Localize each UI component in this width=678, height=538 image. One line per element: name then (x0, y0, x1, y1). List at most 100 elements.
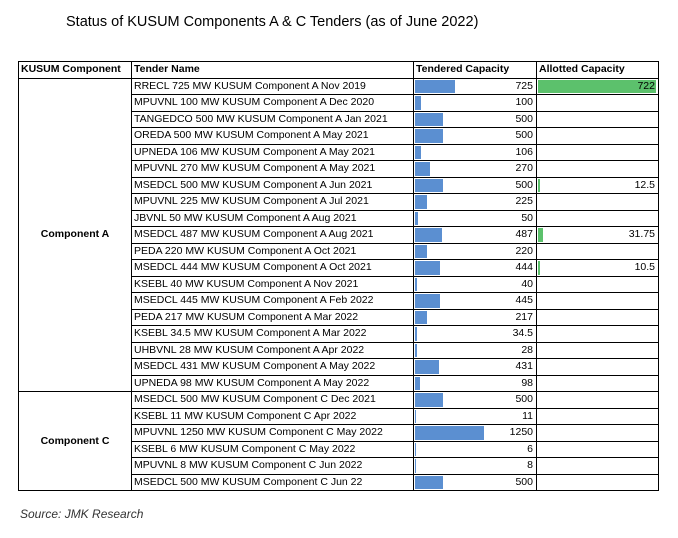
header-tendered-capacity: Tendered Capacity (413, 61, 537, 79)
allotted-value: 10.5 (634, 261, 655, 274)
table-row: PEDA 220 MW KUSUM Component A Oct 2021 22… (19, 242, 659, 260)
component-cell: Component C (18, 391, 132, 491)
table-row: MSEDCL 500 MW KUSUM Component C Jun 22 50… (19, 473, 659, 491)
tendered-capacity-cell: 28 (413, 341, 537, 359)
allotted-capacity-cell (536, 127, 659, 145)
allotted-capacity-cell (536, 110, 659, 128)
allotted-capacity-cell (536, 209, 659, 227)
tendered-bar (415, 475, 443, 489)
table-row: OREDA 500 MW KUSUM Component A May 2021 5… (19, 127, 659, 145)
tendered-value: 8 (527, 459, 533, 472)
allotted-capacity-cell (536, 308, 659, 326)
table-row: MSEDCL 500 MW KUSUM Component A Jun 2021… (19, 176, 659, 194)
tendered-capacity-cell: 11 (413, 407, 537, 425)
tendered-capacity-cell: 40 (413, 275, 537, 293)
component-cell: Component A (18, 77, 132, 392)
tender-name-cell: MPUVNL 8 MW KUSUM Component C Jun 2022 (131, 457, 414, 475)
tendered-value: 50 (521, 211, 533, 224)
tender-name-cell: JBVNL 50 MW KUSUM Component A Aug 2021 (131, 209, 414, 227)
tendered-bar (415, 162, 430, 176)
allotted-capacity-cell (536, 94, 659, 112)
tender-name-cell: RRECL 725 MW KUSUM Component A Nov 2019 (131, 77, 414, 95)
table-row: MPUVNL 270 MW KUSUM Component A May 2021… (19, 160, 659, 178)
table-row: MPUVNL 1250 MW KUSUM Component C May 202… (19, 424, 659, 442)
tender-name-cell: KSEBL 40 MW KUSUM Component A Nov 2021 (131, 275, 414, 293)
tendered-capacity-cell: 445 (413, 292, 537, 310)
tendered-capacity-cell: 100 (413, 94, 537, 112)
table-row: UHBVNL 28 MW KUSUM Component A Apr 2022 2… (19, 341, 659, 359)
tendered-bar (415, 195, 427, 209)
tendered-value: 487 (515, 228, 533, 241)
tendered-value: 725 (515, 79, 533, 92)
allotted-capacity-cell (536, 440, 659, 458)
tendered-value: 445 (515, 294, 533, 307)
tendered-bar (415, 310, 427, 324)
table-row: UPNEDA 98 MW KUSUM Component A May 2022 9… (19, 374, 659, 392)
tendered-value: 6 (527, 442, 533, 455)
allotted-capacity-cell (536, 473, 659, 491)
allotted-bar (538, 228, 543, 242)
allotted-capacity-cell (536, 374, 659, 392)
table-row: JBVNL 50 MW KUSUM Component A Aug 2021 50 (19, 209, 659, 227)
tendered-bar (415, 327, 417, 341)
tendered-capacity-cell: 98 (413, 374, 537, 392)
tender-name-cell: MSEDCL 500 MW KUSUM Component A Jun 2021 (131, 176, 414, 194)
tendered-bar (415, 145, 421, 159)
tendered-value: 40 (521, 277, 533, 290)
tender-name-cell: MSEDCL 445 MW KUSUM Component A Feb 2022 (131, 292, 414, 310)
allotted-capacity-cell: 12.5 (536, 176, 659, 194)
allotted-capacity-cell (536, 242, 659, 260)
tendered-capacity-cell: 487 (413, 226, 537, 244)
tendered-value: 1250 (509, 426, 533, 439)
tendered-bar (415, 343, 417, 357)
tendered-value: 100 (515, 96, 533, 109)
tender-name-cell: MPUVNL 1250 MW KUSUM Component C May 202… (131, 424, 414, 442)
tender-name-cell: MPUVNL 270 MW KUSUM Component A May 2021 (131, 160, 414, 178)
allotted-capacity-cell (536, 341, 659, 359)
table-row: Component C MSEDCL 500 MW KUSUM Component… (18, 391, 659, 491)
table-row: KSEBL 40 MW KUSUM Component A Nov 2021 40 (19, 275, 659, 293)
tendered-value: 444 (515, 261, 533, 274)
allotted-capacity-cell (536, 325, 659, 343)
table-body: Component A RRECL 725 MW KUSUM Component … (18, 77, 659, 491)
table-row: MSEDCL 431 MW KUSUM Component A May 2022… (19, 358, 659, 376)
tendered-bar (415, 96, 421, 110)
allotted-value: 722 (637, 79, 655, 92)
tendered-capacity-cell: 270 (413, 160, 537, 178)
table-row: PEDA 217 MW KUSUM Component A Mar 2022 21… (19, 308, 659, 326)
tendered-value: 500 (515, 475, 533, 488)
allotted-bar (538, 178, 540, 192)
table-row: KSEBL 6 MW KUSUM Component C May 2022 6 (19, 440, 659, 458)
tendered-capacity-cell: 500 (413, 110, 537, 128)
allotted-capacity-cell (536, 424, 659, 442)
tender-name-cell: TANGEDCO 500 MW KUSUM Component A Jan 20… (131, 110, 414, 128)
allotted-capacity-cell (536, 391, 659, 409)
allotted-capacity-cell: 31.75 (536, 226, 659, 244)
tendered-capacity-cell: 1250 (413, 424, 537, 442)
tendered-capacity-cell: 500 (413, 473, 537, 491)
tendered-capacity-cell: 34.5 (413, 325, 537, 343)
tendered-value: 11 (522, 409, 533, 422)
tender-name-cell: KSEBL 11 MW KUSUM Component C Apr 2022 (131, 407, 414, 425)
tendered-value: 225 (515, 195, 533, 208)
tendered-bar (415, 459, 416, 473)
allotted-capacity-cell (536, 292, 659, 310)
allotted-capacity-cell (536, 193, 659, 211)
chart-title: Status of KUSUM Components A & C Tenders… (66, 14, 479, 30)
tendered-bar (415, 393, 443, 407)
tendered-value: 106 (515, 145, 533, 158)
tendered-capacity-cell: 106 (413, 143, 537, 161)
tendered-bar (415, 442, 416, 456)
tendered-bar (415, 244, 427, 258)
table-row: MPUVNL 8 MW KUSUM Component C Jun 2022 8 (19, 457, 659, 475)
allotted-capacity-cell (536, 275, 659, 293)
tendered-capacity-cell: 431 (413, 358, 537, 376)
allotted-value: 12.5 (634, 178, 655, 191)
allotted-capacity-cell: 10.5 (536, 259, 659, 277)
table-row: MSEDCL 487 MW KUSUM Component A Aug 2021… (19, 226, 659, 244)
header-tender-name: Tender Name (131, 61, 414, 79)
allotted-bar (538, 261, 540, 275)
tendered-bar (415, 426, 484, 440)
tender-name-cell: UHBVNL 28 MW KUSUM Component A Apr 2022 (131, 341, 414, 359)
table-row: TANGEDCO 500 MW KUSUM Component A Jan 20… (19, 110, 659, 128)
